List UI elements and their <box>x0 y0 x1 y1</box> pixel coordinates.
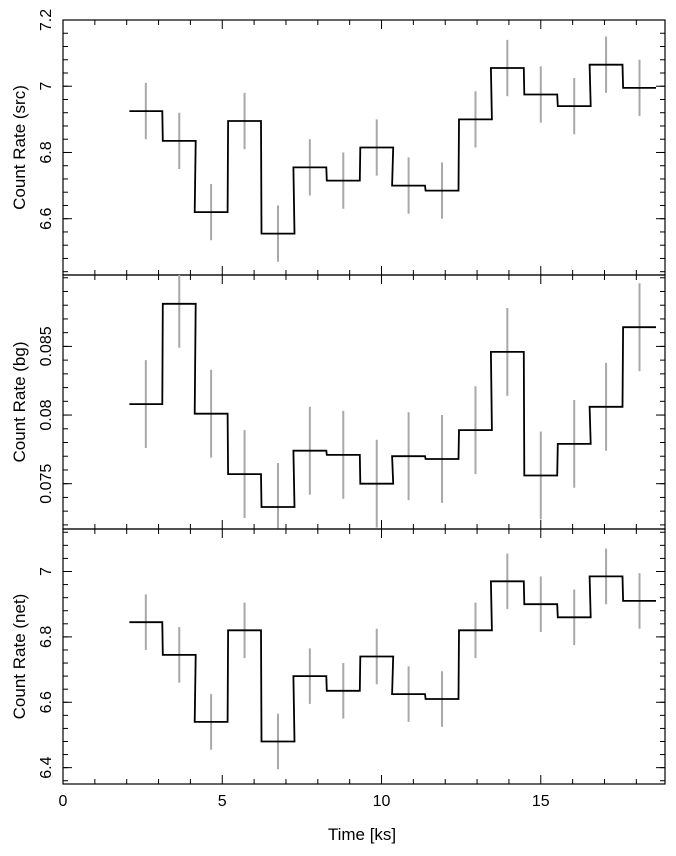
series-group <box>129 548 656 770</box>
y-tick-label: 0.08 <box>38 399 55 430</box>
panel-3: 6.4 6.6 6.8 7 Count Rate (net) 0 5 10 15 <box>10 528 666 810</box>
y-tick-label: 0.085 <box>38 326 55 366</box>
series-group <box>129 275 656 529</box>
y-tick-label: 0.075 <box>38 464 55 504</box>
y-axis-label: Count Rate (src) <box>10 85 29 210</box>
x-tick-label: 0 <box>59 793 68 810</box>
y-tick-label: 7.2 <box>38 9 55 31</box>
series-group <box>129 36 656 262</box>
y-axis-label: Count Rate (net) <box>10 594 29 720</box>
step-line <box>129 63 656 235</box>
y-tick-label: 7 <box>38 82 55 91</box>
y-tick-label: 6.6 <box>38 691 55 713</box>
x-tick-label: 10 <box>373 793 391 810</box>
y-tick-label: 6.4 <box>38 756 55 778</box>
y-tick-label: 7 <box>38 567 55 576</box>
y-axis-label: Count Rate (bg) <box>10 342 29 463</box>
step-line <box>129 302 656 508</box>
panel-1: 6.6 6.8 7 7.2 Count Rate (src) <box>10 9 666 276</box>
y-tick-label: 6.8 <box>38 626 55 648</box>
y-tick-label: 6.6 <box>38 207 55 229</box>
panel-frame <box>62 528 666 785</box>
panels-layer: 6.6 6.8 7 7.2 Count Rate (src) 0.075 0.08 0.085… <box>10 9 666 810</box>
x-axis-label: Time [ks] <box>328 825 396 844</box>
panel-2: 0.075 0.08 0.085 Count Rate (bg) <box>10 274 666 530</box>
y-tick-label: 6.8 <box>38 141 55 163</box>
step-line <box>129 575 656 743</box>
x-tick-label: 5 <box>218 793 227 810</box>
x-tick-label: 15 <box>532 793 550 810</box>
